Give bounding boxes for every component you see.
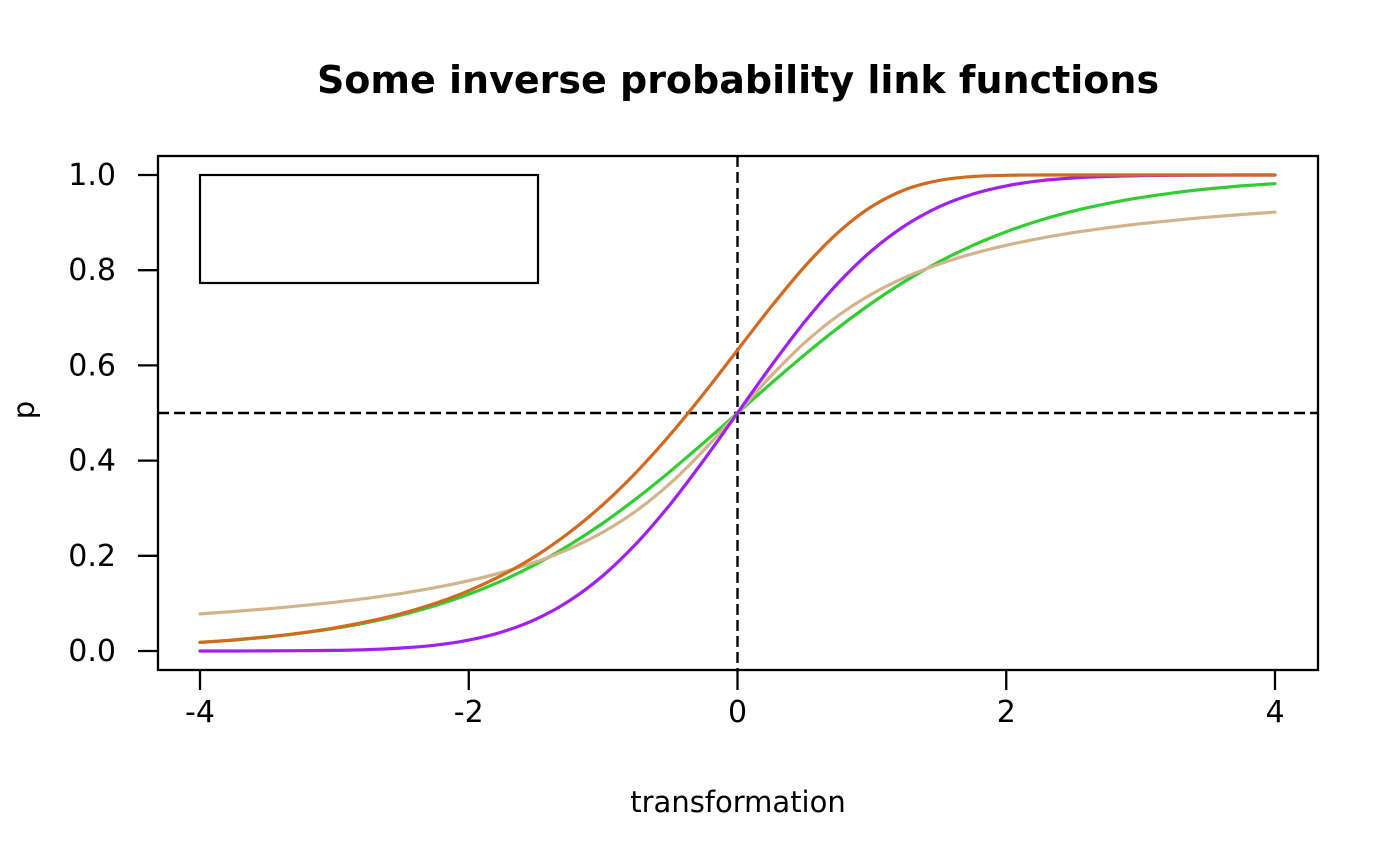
y-tick-label: 0.4 — [68, 444, 116, 479]
x-tick-label: -4 — [185, 695, 215, 730]
legend-box — [198, 173, 540, 285]
y-tick-label: 1.0 — [68, 158, 116, 193]
y-tick-label: 0.0 — [68, 634, 116, 669]
x-tick-label: 2 — [997, 695, 1016, 730]
y-tick-label: 0.2 — [68, 539, 116, 574]
x-tick-label: -2 — [454, 695, 484, 730]
y-axis-title: p — [7, 401, 41, 419]
x-tick-label: 0 — [728, 695, 747, 730]
curve-purple — [198, 173, 1277, 653]
curve-chocolate — [198, 173, 1277, 644]
x-tick-label: 4 — [1265, 695, 1284, 730]
y-tick-label: 0.6 — [68, 348, 116, 383]
x-axis-title: transformation — [630, 785, 846, 819]
y-tick-label: 0.8 — [68, 253, 116, 288]
plot-title: Some inverse probability link functions — [316, 58, 1160, 102]
